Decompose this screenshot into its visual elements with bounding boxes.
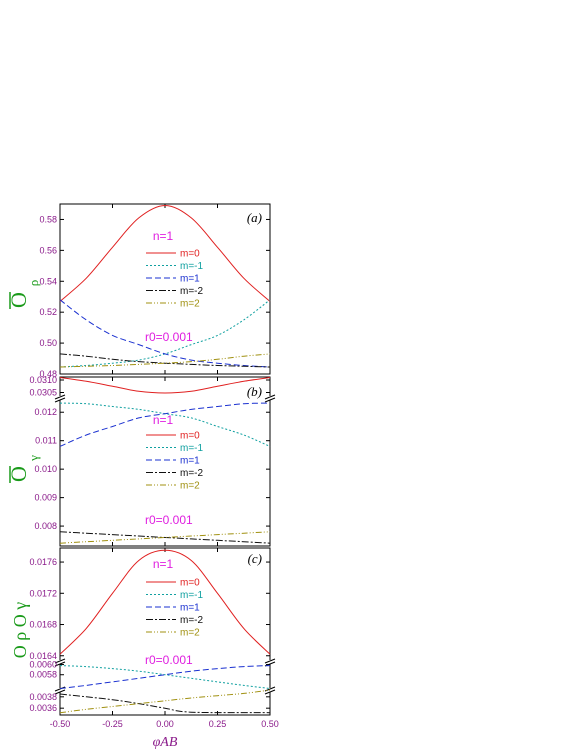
- y-tick-label: 0.50: [39, 338, 57, 348]
- y-tick-label: 0.010: [34, 464, 57, 474]
- series-line-m2: [59, 689, 271, 714]
- panel-label: (a): [247, 210, 262, 225]
- y-tick-label: 0.0176: [29, 557, 57, 567]
- y-tick-label: 0.52: [39, 307, 57, 317]
- legend-entry: m=-1: [180, 590, 204, 601]
- y-axis-label-sub: ρ: [26, 280, 41, 287]
- y-axis-label-sub: γ: [26, 455, 41, 462]
- chart-panel-1: 0.48 0.50 0.52 0.54 0.56 0.58 (a) n=1 r0=0.001 m=…: [39, 203, 271, 379]
- y-tick-label: 0.58: [39, 214, 57, 224]
- legend-entry: m=-2: [180, 286, 204, 297]
- series-line-mneg2: [59, 693, 271, 714]
- axis-break-mark: [264, 658, 276, 664]
- axis-break-mark: [264, 397, 276, 403]
- series-line-mneg2: [59, 531, 271, 544]
- legend-entry: m=2: [180, 299, 200, 310]
- annotation-n: n=1: [153, 557, 174, 571]
- axis-break-mark: [264, 689, 276, 695]
- axis-break-mark: [54, 394, 66, 400]
- series-line-m2: [59, 531, 271, 544]
- y-tick-label: 0.0305: [29, 388, 57, 398]
- axis-break-gap: [55, 688, 65, 692]
- series-line-m1: [59, 665, 271, 689]
- y-tick-label: 0.56: [39, 245, 57, 255]
- annotation-n: n=1: [153, 413, 174, 427]
- x-tick-label: -0.25: [102, 719, 123, 729]
- legend-entry: m=1: [180, 603, 200, 614]
- y-tick-label: 0.0038: [29, 692, 57, 702]
- y-tick-label: 0.0036: [29, 703, 57, 713]
- y-tick-label: 0.48: [39, 369, 57, 379]
- x-axis-label: φAB: [153, 735, 178, 750]
- legend-entry: m=0: [180, 431, 200, 442]
- annotation-r0: r0=0.001: [145, 330, 193, 344]
- annotation-n: n=1: [153, 229, 174, 243]
- series-line-m1: [59, 299, 271, 368]
- axis-break-mark: [54, 689, 66, 695]
- axis-break-mark: [54, 397, 66, 403]
- x-tick-label: 0.00: [156, 719, 174, 729]
- x-tick-label: 0.25: [209, 719, 227, 729]
- y-tick-label: 0.0172: [29, 588, 57, 598]
- y-tick-label: 0.0060: [29, 660, 57, 670]
- axis-break-mark: [264, 394, 276, 400]
- legend-entry: m=0: [180, 249, 200, 260]
- legend-entry: m=0: [180, 578, 200, 589]
- y-tick-label: 0.0310: [29, 375, 57, 385]
- legend-entry: m=-1: [180, 443, 204, 454]
- y-axis-label: O: [6, 466, 31, 482]
- legend-entry: m=1: [180, 274, 200, 285]
- axis-break-gap: [55, 660, 65, 664]
- legend-entry: m=-2: [180, 615, 204, 626]
- annotation-r0: r0=0.001: [145, 653, 193, 667]
- legend-entry: m=-1: [180, 261, 204, 272]
- legend-entry: m=1: [180, 456, 200, 467]
- series-line-mneg2: [59, 353, 271, 368]
- series-line-mneg1: [59, 665, 271, 689]
- y-axis-label: O ρ O γ: [10, 602, 30, 658]
- y-tick-label: 0.0164: [29, 651, 57, 661]
- y-tick-label: 0.008: [34, 521, 57, 531]
- series-line-m0: [59, 377, 271, 394]
- axis-break-mark: [54, 661, 66, 667]
- axis-break-gap: [55, 396, 65, 400]
- legend-entry: m=-2: [180, 468, 204, 479]
- series-line-m0: [59, 204, 271, 302]
- y-tick-label: 0.0058: [29, 670, 57, 680]
- x-tick-label: 0.50: [261, 719, 279, 729]
- legend-entry: m=2: [180, 481, 200, 492]
- y-tick-label: 0.012: [34, 407, 57, 417]
- legend-entry: m=2: [180, 628, 200, 639]
- y-tick-label: 0.009: [34, 493, 57, 503]
- y-tick-label: 0.011: [35, 436, 57, 446]
- y-axis-label: O: [6, 292, 31, 308]
- panel-label: (b): [247, 384, 262, 399]
- y-tick-label: 0.54: [39, 276, 57, 286]
- series-line-m1: [59, 402, 271, 447]
- axis-break-mark: [54, 658, 66, 664]
- x-tick-label: -0.50: [50, 719, 71, 729]
- series-line-m0: [59, 549, 271, 655]
- chart-panel-2: 0.008 0.009 0.010 0.011 0.012 0.0305 0.0310 (b)…: [29, 375, 276, 547]
- y-tick-label: 0.0168: [29, 620, 57, 630]
- panel-label: (c): [248, 551, 262, 566]
- series-line-m2: [59, 353, 271, 368]
- axis-break-gap: [265, 396, 275, 400]
- annotation-r0: r0=0.001: [145, 513, 193, 527]
- axis-break-gap: [265, 660, 275, 664]
